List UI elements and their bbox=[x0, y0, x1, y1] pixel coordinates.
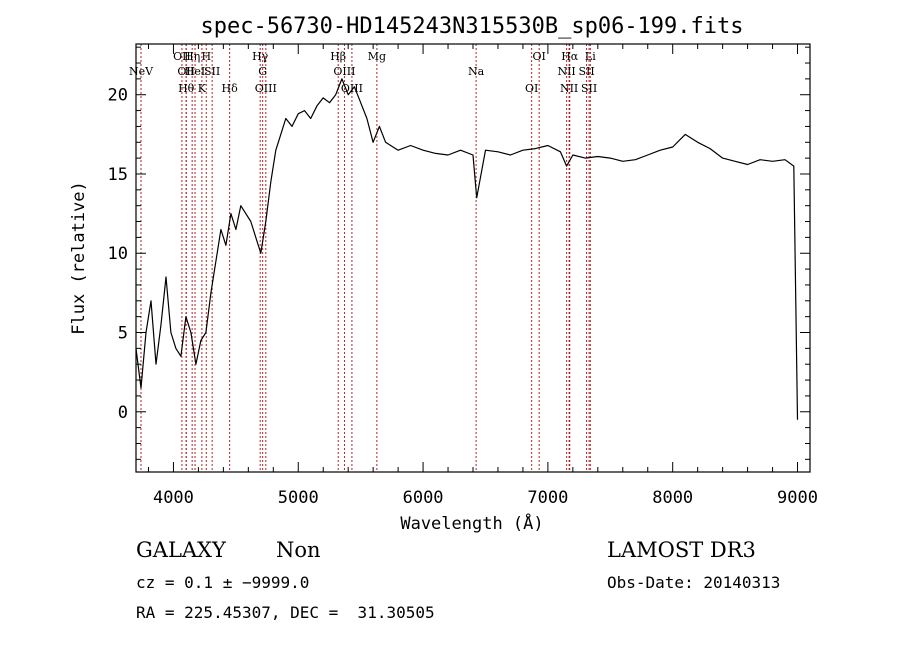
line-marker-label: K bbox=[198, 82, 207, 95]
y-axis-label: Flux (relative) bbox=[69, 181, 89, 335]
x-tick-label: 7000 bbox=[527, 488, 568, 508]
line-marker-label: Mg bbox=[368, 50, 386, 63]
obs-date: Obs-Date: 20140313 bbox=[607, 573, 781, 592]
line-marker-label: NeV bbox=[129, 65, 154, 78]
line-marker-label: NII bbox=[560, 82, 578, 95]
x-tick-label: 8000 bbox=[652, 488, 693, 508]
line-marker-label: OII bbox=[177, 65, 195, 78]
line-marker-label: Hθ bbox=[178, 82, 195, 95]
chart-title: spec-56730-HD145243N315530B_sp06-199.fit… bbox=[200, 14, 743, 39]
redshift-line: cz = 0.1 ± −9999.0 bbox=[136, 573, 310, 592]
line-marker-label: Hγ bbox=[252, 50, 269, 63]
line-marker-label: Hα bbox=[561, 50, 579, 63]
spectrum-line bbox=[135, 78, 799, 420]
line-marker-label: SII bbox=[204, 65, 220, 78]
x-tick-label: 9000 bbox=[777, 488, 818, 508]
line-marker-label: G bbox=[258, 65, 267, 78]
line-marker-label: OI bbox=[532, 50, 545, 63]
line-marker-label: Hη bbox=[184, 50, 200, 63]
line-marker-labels: OIIOIIHθHηHeIKHSIIHδHγGOIIIHβOIIIOIIIMgN… bbox=[129, 50, 597, 95]
line-marker-label: SII bbox=[578, 65, 594, 78]
line-marker-label: Na bbox=[468, 65, 485, 78]
x-tick-label: 6000 bbox=[403, 488, 444, 508]
y-axis: 0 5 10 15 20 bbox=[108, 46, 810, 460]
line-marker-label: HeI bbox=[185, 65, 205, 78]
line-marker-label: OIII bbox=[255, 82, 277, 95]
y-tick-label: 20 bbox=[108, 86, 128, 106]
x-axis: 4000 5000 6000 7000 8000 9000 bbox=[147, 44, 818, 508]
x-axis-label: Wavelength (Å) bbox=[400, 512, 543, 534]
line-marker-label: Li bbox=[585, 50, 596, 63]
y-tick-label: 0 bbox=[118, 403, 128, 423]
y-tick-label: 5 bbox=[118, 324, 128, 344]
line-marker-label: OIII bbox=[333, 65, 355, 78]
x-tick-label: 4000 bbox=[153, 488, 194, 508]
class-label: GALAXY bbox=[136, 538, 226, 562]
line-marker-label: OII bbox=[173, 50, 191, 63]
y-tick-label: 15 bbox=[108, 165, 128, 185]
survey-label: LAMOST DR3 bbox=[607, 538, 756, 562]
coordinates-line: RA = 225.45307, DEC = 31.30505 bbox=[136, 603, 435, 622]
subclass-label: Non bbox=[276, 538, 321, 562]
plot-frame bbox=[135, 43, 811, 473]
line-marker-label: SII bbox=[581, 82, 597, 95]
line-marker-label: Hβ bbox=[330, 50, 346, 63]
line-marker-label: OI bbox=[525, 82, 538, 95]
line-marker-label: H bbox=[201, 50, 211, 63]
line-markers bbox=[140, 44, 591, 472]
x-tick-label: 5000 bbox=[278, 488, 319, 508]
line-marker-label: Hδ bbox=[222, 82, 239, 95]
line-marker-label: NII bbox=[557, 65, 575, 78]
y-tick-label: 10 bbox=[108, 244, 128, 264]
